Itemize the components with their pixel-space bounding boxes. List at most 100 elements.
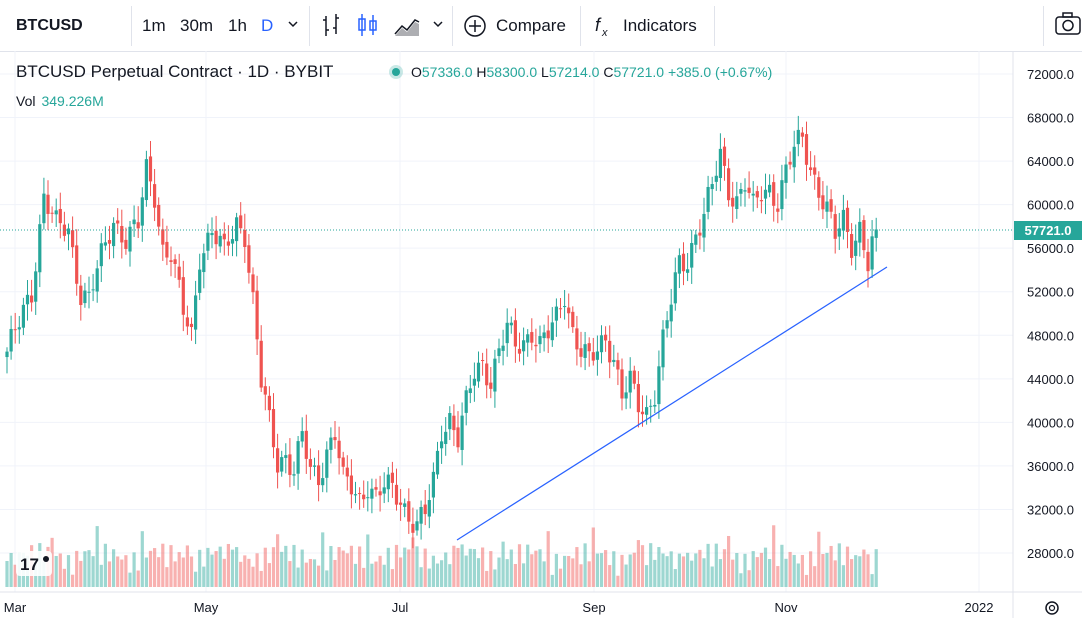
close-label: C bbox=[603, 64, 614, 80]
volume-bar bbox=[251, 566, 255, 587]
compare-button[interactable]: Compare bbox=[496, 16, 566, 35]
volume-bar bbox=[661, 553, 665, 587]
volume-bar bbox=[304, 562, 308, 587]
volume-bar bbox=[87, 550, 91, 587]
candle-body bbox=[341, 457, 345, 467]
candle-body bbox=[743, 190, 747, 192]
volume-bar bbox=[13, 564, 17, 587]
candle-body bbox=[46, 194, 50, 214]
candle-body bbox=[296, 441, 300, 474]
volume-bar bbox=[526, 544, 530, 587]
volume-bar bbox=[513, 563, 517, 587]
volume-bar bbox=[444, 552, 448, 587]
volume-bar bbox=[370, 563, 374, 587]
candle-body bbox=[165, 241, 169, 258]
candle-body bbox=[739, 189, 743, 194]
volume-bar bbox=[267, 563, 271, 587]
volume-bar bbox=[509, 549, 513, 587]
price-tick-label: 36000.0 bbox=[1027, 459, 1074, 474]
volume-bar bbox=[230, 549, 235, 587]
volume-bar bbox=[837, 543, 841, 587]
volume-bar bbox=[649, 543, 653, 587]
volume-bar bbox=[226, 543, 230, 587]
plus-circle-icon[interactable] bbox=[463, 0, 487, 51]
candle-body bbox=[42, 193, 46, 224]
candle-body bbox=[620, 369, 624, 399]
candle-body bbox=[645, 407, 649, 415]
volume-bar bbox=[394, 544, 399, 587]
candle-body bbox=[230, 239, 235, 244]
candle-body bbox=[259, 340, 263, 388]
change-value: +385.0 (+0.67%) bbox=[667, 64, 773, 80]
candle-body bbox=[423, 504, 427, 515]
volume-bar bbox=[784, 558, 788, 587]
volume-bar bbox=[825, 552, 829, 587]
interval-1m-button[interactable]: 1m bbox=[142, 16, 166, 35]
volume-bar bbox=[534, 550, 538, 587]
volume-bar bbox=[71, 574, 75, 587]
candle-body bbox=[280, 457, 284, 472]
candle-body bbox=[776, 208, 780, 212]
volume-bar bbox=[419, 567, 423, 587]
volume-bar bbox=[202, 566, 206, 587]
svg-text:17: 17 bbox=[20, 555, 39, 574]
last-price-badge: 57721.0 bbox=[1014, 221, 1082, 240]
trendline bbox=[456, 266, 888, 541]
price-chart[interactable]: 72000.0 68000.0 64000.0 60000.0 56000.0 52000… bbox=[0, 51, 1082, 618]
candle-body bbox=[25, 294, 30, 305]
volume-bar bbox=[813, 566, 817, 587]
volume-label: Vol bbox=[16, 93, 36, 109]
candle-body bbox=[862, 220, 866, 251]
candle-body bbox=[714, 175, 718, 182]
candle-body bbox=[813, 167, 817, 175]
volume-bar bbox=[177, 552, 181, 587]
volume-bar bbox=[796, 563, 800, 587]
volume-bar bbox=[280, 551, 284, 587]
candle-body bbox=[386, 474, 390, 490]
candle-body bbox=[583, 344, 587, 358]
candle-body bbox=[62, 224, 66, 236]
candle-body bbox=[251, 274, 255, 293]
candle-body bbox=[735, 196, 739, 209]
volume-bar bbox=[136, 570, 140, 587]
candle-body bbox=[829, 199, 833, 212]
price-axis: 72000.0 68000.0 64000.0 60000.0 56000.0 52000… bbox=[1027, 67, 1074, 561]
volume-bar bbox=[62, 568, 66, 587]
interval-d-button[interactable]: D bbox=[261, 16, 274, 35]
candle-body bbox=[763, 189, 768, 199]
interval-30m-button[interactable]: 30m bbox=[180, 16, 214, 35]
volume-bar bbox=[571, 558, 575, 587]
volume-bar bbox=[694, 553, 698, 587]
candle-body bbox=[247, 245, 251, 273]
volume-bar bbox=[690, 560, 694, 587]
candle-body bbox=[542, 332, 546, 339]
toolbar-divider bbox=[131, 6, 132, 46]
candle-body bbox=[825, 201, 829, 212]
volume-bar bbox=[636, 540, 640, 587]
candles-icon[interactable] bbox=[356, 0, 380, 51]
candle-body bbox=[640, 411, 645, 415]
indicators-button[interactable]: Indicators bbox=[623, 16, 697, 35]
chevron-down-icon[interactable] bbox=[431, 0, 445, 51]
bars-icon[interactable] bbox=[320, 0, 344, 51]
candle-body bbox=[358, 493, 362, 495]
candle-body bbox=[288, 454, 292, 475]
candle-body bbox=[710, 184, 714, 190]
volume-bar bbox=[239, 561, 243, 587]
time-tick-label: May bbox=[194, 600, 219, 615]
camera-icon[interactable] bbox=[1054, 0, 1082, 51]
candle-body bbox=[665, 320, 669, 329]
candle-body bbox=[374, 487, 378, 490]
candle-body bbox=[140, 197, 144, 226]
volume-bar bbox=[501, 541, 505, 587]
volume-bar bbox=[595, 553, 599, 587]
chevron-down-icon[interactable] bbox=[286, 0, 300, 51]
price-tick-label: 68000.0 bbox=[1027, 111, 1074, 126]
symbol-search-button[interactable]: BTCUSD bbox=[16, 17, 83, 34]
volume-bar bbox=[206, 547, 210, 587]
candle-body bbox=[772, 182, 776, 206]
candle-body bbox=[550, 322, 554, 341]
interval-1h-button[interactable]: 1h bbox=[228, 16, 247, 35]
area-chart-icon[interactable] bbox=[393, 0, 421, 51]
